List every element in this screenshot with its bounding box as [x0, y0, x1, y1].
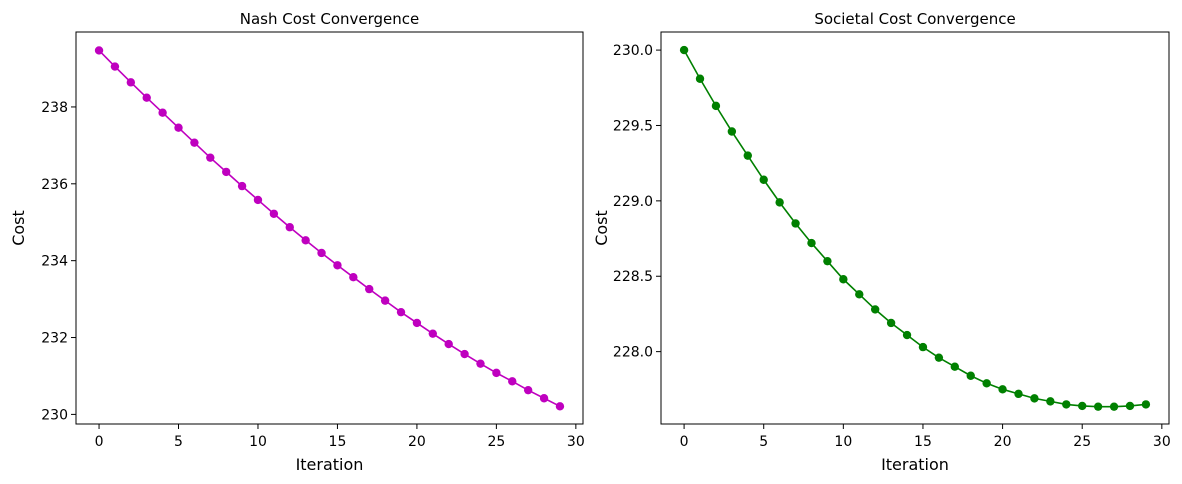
- data-point: [743, 151, 752, 160]
- data-point: [886, 318, 896, 328]
- y-axis-label: Cost: [592, 210, 611, 246]
- x-tick-label: 10: [834, 434, 852, 450]
- data-point: [206, 153, 215, 162]
- y-tick-label: 228.0: [613, 345, 653, 361]
- y-tick-label: 229.0: [613, 194, 653, 210]
- data-point: [1125, 401, 1135, 411]
- data-point: [823, 256, 832, 266]
- x-tick-label: 30: [567, 434, 585, 450]
- x-axis-label: Iteration: [296, 455, 364, 474]
- x-tick-label: 10: [249, 434, 267, 450]
- x-tick-label: 0: [680, 434, 689, 450]
- data-point: [807, 238, 816, 248]
- data-point: [1109, 402, 1119, 411]
- data-point: [1030, 394, 1039, 403]
- data-point: [775, 198, 784, 207]
- y-tick-label: 230: [41, 407, 68, 423]
- y-tick-label: 234: [41, 254, 68, 270]
- plot-frame: [660, 31, 1170, 425]
- data-point: [950, 362, 960, 371]
- x-tick-label: 30: [1153, 434, 1171, 450]
- chart-panel-1: Nash Cost Convergence Iteration Cost 0 5 10 15…: [9, 10, 585, 474]
- data-point: [476, 359, 485, 368]
- data-point: [555, 402, 565, 411]
- y-axis-label: Cost: [9, 210, 28, 246]
- data-point: [460, 349, 469, 359]
- x-tick-label: 20: [408, 434, 426, 450]
- data-point: [317, 248, 326, 258]
- data-point: [918, 342, 928, 352]
- chart-title: Societal Cost Convergence: [814, 10, 1015, 28]
- x-tick-label: 20: [994, 434, 1012, 450]
- chart-panel-2: Societal Cost Convergence Iteration Cost 0 5…: [592, 10, 1171, 474]
- data-point: [492, 368, 501, 378]
- data-point: [349, 272, 358, 282]
- data-point: [1078, 401, 1087, 411]
- y-tick-label: 238: [41, 100, 68, 116]
- data-point: [190, 138, 199, 147]
- data-point: [333, 261, 342, 270]
- data-point: [142, 93, 151, 102]
- series-line: [98, 49, 561, 408]
- data-point: [110, 62, 120, 71]
- data-point: [508, 377, 517, 386]
- x-tick-label: 15: [329, 434, 347, 450]
- x-tick-label: 25: [487, 434, 505, 450]
- data-point: [695, 74, 705, 83]
- y-tick-label: 228.5: [613, 269, 653, 285]
- series-line: [683, 49, 1146, 408]
- data-point: [1014, 389, 1023, 399]
- data-point: [253, 195, 263, 205]
- data-point: [301, 236, 310, 245]
- data-point: [934, 353, 944, 362]
- data-point: [380, 296, 390, 305]
- data-point: [727, 127, 737, 136]
- chart-title: Nash Cost Convergence: [240, 10, 420, 28]
- data-point: [1093, 402, 1103, 411]
- x-tick-label: 0: [95, 434, 104, 450]
- x-tick-label: 5: [174, 434, 183, 450]
- data-point: [523, 385, 533, 395]
- data-point: [428, 329, 438, 338]
- data-point: [444, 339, 453, 349]
- data-point: [237, 181, 247, 191]
- data-point: [679, 45, 689, 55]
- data-point: [982, 379, 991, 388]
- data-point: [269, 209, 279, 218]
- y-tick-label: 232: [41, 331, 68, 347]
- data-point: [1141, 400, 1151, 409]
- data-point: [1062, 400, 1071, 409]
- data-point: [365, 284, 374, 294]
- plot-frame: [75, 31, 584, 425]
- data-point: [791, 219, 800, 228]
- data-point: [221, 167, 231, 177]
- data-point: [711, 101, 721, 111]
- y-tick-label: 230.0: [613, 43, 653, 59]
- data-point: [412, 318, 422, 328]
- data-point: [839, 275, 848, 284]
- data-point: [1046, 397, 1055, 406]
- y-tick-label: 236: [41, 177, 68, 193]
- data-point: [174, 123, 183, 132]
- data-point: [966, 371, 975, 380]
- data-point: [855, 290, 864, 299]
- data-point: [94, 46, 104, 55]
- x-tick-label: 25: [1073, 434, 1091, 450]
- data-point: [126, 78, 136, 87]
- data-point: [998, 385, 1007, 394]
- x-tick-label: 5: [759, 434, 768, 450]
- data-point: [285, 223, 294, 232]
- data-point: [902, 330, 912, 340]
- data-point: [158, 108, 167, 117]
- data-point: [539, 394, 549, 403]
- data-point: [870, 305, 880, 314]
- y-tick-label: 229.5: [613, 118, 653, 134]
- x-axis-label: Iteration: [881, 455, 949, 474]
- x-tick-label: 15: [914, 434, 932, 450]
- data-point: [759, 175, 768, 184]
- data-point: [396, 307, 406, 317]
